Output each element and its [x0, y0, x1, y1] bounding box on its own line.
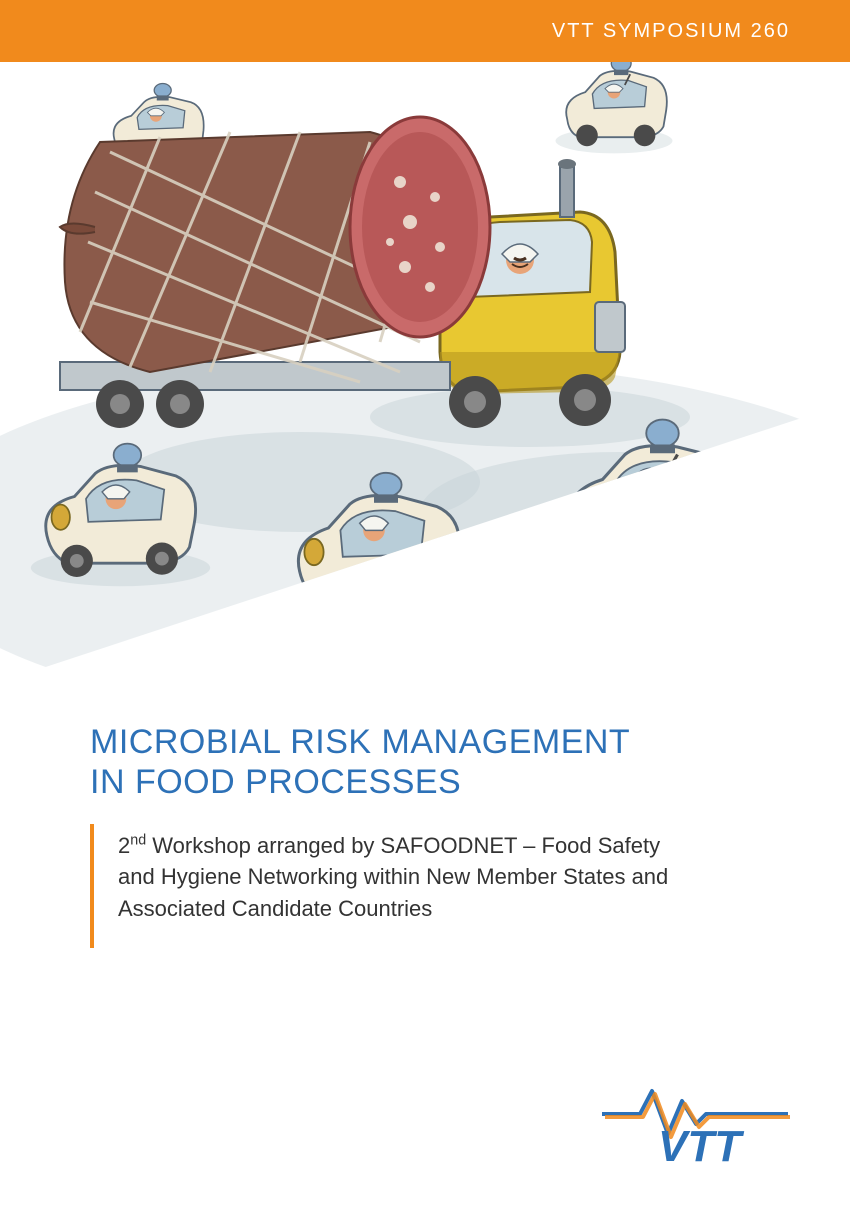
cover-illustration: [0, 62, 850, 682]
subtitle-ordinal: nd: [130, 833, 146, 849]
vtt-logo: VTT: [600, 1079, 790, 1169]
title-line-1: MICROBIAL RISK MANAGEMENT: [90, 723, 630, 761]
header-label: VTT SYMPOSIUM 260: [552, 20, 790, 43]
subtitle-text: 2nd Workshop arranged by SAFOODNET – Foo…: [118, 830, 678, 924]
accent-bar: [90, 824, 94, 948]
subtitle-body: Workshop arranged by SAFOODNET – Food Sa…: [118, 833, 668, 920]
header-band: VTT SYMPOSIUM 260: [0, 0, 850, 62]
police-car: [556, 62, 673, 153]
logo-text: VTT: [658, 1122, 744, 1169]
subtitle-prefix: 2: [118, 833, 130, 858]
title-block: MICROBIAL RISK MANAGEMENT IN FOOD PROCES…: [0, 682, 850, 820]
subtitle-block: 2nd Workshop arranged by SAFOODNET – Foo…: [0, 820, 850, 924]
title-line-2: IN FOOD PROCESSES: [90, 763, 461, 801]
salami: [60, 117, 490, 382]
document-title: MICROBIAL RISK MANAGEMENT IN FOOD PROCES…: [90, 722, 760, 802]
